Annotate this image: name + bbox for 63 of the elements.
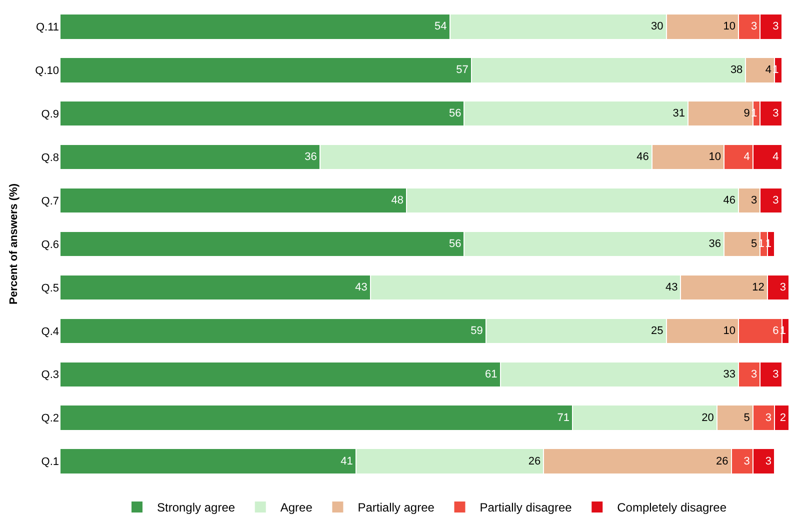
data-label: 6	[772, 324, 779, 337]
data-label: 3	[765, 412, 772, 424]
data-label: 71	[557, 412, 570, 424]
data-label: 36	[708, 238, 722, 250]
data-label: 46	[723, 194, 736, 207]
y-tick-label: Q.9	[41, 108, 59, 120]
data-label: 54	[434, 20, 447, 33]
y-tick-label: Q.2	[41, 412, 59, 425]
data-label: 3	[751, 368, 758, 380]
legend-label: Agree	[280, 500, 313, 515]
y-tick-label: Q.7	[41, 195, 59, 208]
data-label: 48	[391, 194, 404, 207]
data-label: 3	[765, 455, 772, 468]
y-tick-label: Q.6	[41, 238, 59, 251]
data-label: 3	[772, 108, 779, 120]
data-label: 10	[708, 151, 722, 164]
data-label: 56	[448, 238, 462, 250]
data-label: 20	[702, 412, 714, 424]
data-label: 38	[730, 64, 743, 76]
data-label: 25	[651, 324, 664, 337]
data-label: 33	[723, 368, 736, 380]
data-label: 3	[772, 194, 779, 207]
data-label: 3	[751, 20, 758, 33]
data-label: 9	[744, 108, 750, 120]
data-label: 3	[772, 20, 779, 33]
data-label: 12	[752, 281, 764, 294]
data-label: 3	[744, 455, 750, 468]
legend-label: Partially agree	[358, 500, 435, 515]
y-tick-label: Q.5	[41, 282, 59, 294]
data-label: 56	[448, 108, 462, 120]
data-label: 4	[744, 151, 750, 164]
legend-label: Partially disagree	[480, 500, 572, 515]
data-label: 31	[672, 108, 685, 120]
data-label: 41	[340, 455, 353, 468]
y-axis-title: Percent of answers (%)	[8, 183, 20, 305]
data-label: 10	[723, 20, 736, 33]
data-label: 10	[723, 324, 736, 337]
legend-label: Completely disagree	[617, 500, 727, 515]
data-label: 26	[716, 455, 728, 468]
data-label: 4	[765, 64, 772, 76]
y-tick-label: Q.10	[35, 65, 59, 78]
y-tick-label: Q.8	[41, 152, 59, 164]
data-label: 3	[751, 194, 758, 207]
data-label: 2	[780, 412, 786, 424]
y-tick-label: Q.4	[41, 326, 59, 338]
data-label: 43	[355, 281, 368, 294]
data-label: 5	[751, 238, 758, 250]
data-label: 61	[485, 368, 498, 380]
data-label: 3	[772, 368, 779, 380]
y-tick-label: Q.11	[36, 22, 59, 34]
legend-label: Strongly agree	[157, 500, 236, 515]
data-label: 59	[470, 324, 483, 337]
data-label: 4	[772, 151, 779, 164]
y-tick-label: Q.1	[41, 456, 59, 468]
data-label: 5	[744, 412, 750, 424]
data-label: 36	[304, 151, 317, 164]
data-label: 26	[528, 455, 541, 468]
data-label: 43	[665, 281, 678, 294]
data-label: 46	[636, 151, 649, 164]
data-label: 30	[651, 20, 664, 33]
data-label: 57	[456, 64, 468, 76]
y-tick-label: Q.3	[41, 369, 59, 382]
data-label: 3	[780, 281, 786, 294]
